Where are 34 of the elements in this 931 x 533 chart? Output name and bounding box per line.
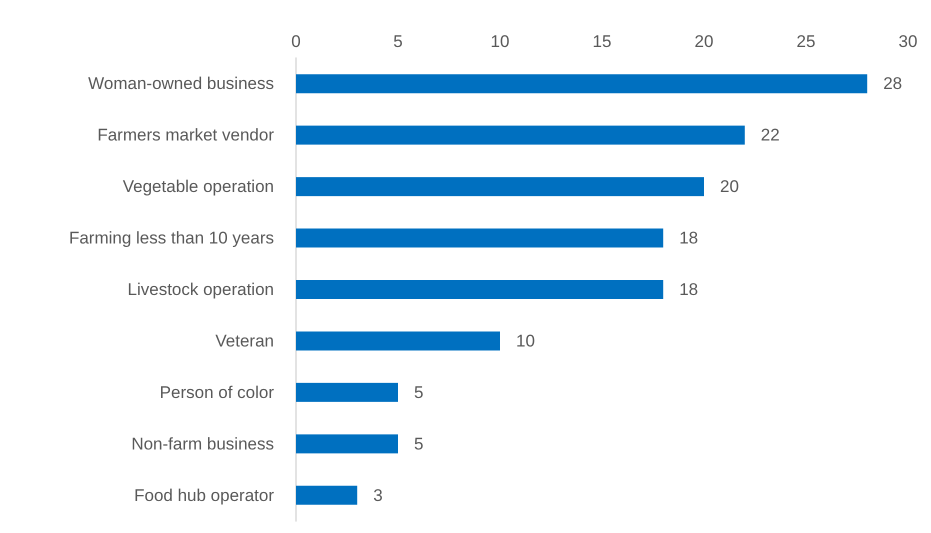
- bar: [296, 331, 500, 350]
- y-tick-label: Food hub operator: [134, 486, 274, 505]
- data-label: 22: [760, 126, 780, 145]
- bar: [296, 126, 745, 145]
- x-tick-label: 30: [898, 32, 918, 51]
- x-tick-label: 0: [291, 32, 301, 51]
- x-tick-label: 25: [796, 32, 816, 51]
- data-label: 5: [414, 382, 424, 402]
- y-tick-label: Farmers market vendor: [97, 126, 274, 145]
- data-label: 3: [373, 486, 383, 505]
- data-label: 10: [516, 331, 535, 350]
- y-tick-label: Vegetable operation: [122, 177, 274, 196]
- bar: [296, 434, 398, 454]
- data-label: 28: [883, 74, 902, 94]
- bar: [296, 382, 398, 402]
- data-label: 20: [720, 177, 739, 196]
- bar: [296, 177, 704, 196]
- bar: [296, 74, 868, 94]
- y-tick-label: Veteran: [215, 331, 274, 350]
- y-tick-label: Non-farm business: [131, 434, 274, 454]
- data-label: 18: [679, 228, 698, 248]
- y-tick-label: Woman-owned business: [88, 74, 274, 94]
- y-tick-label: Person of color: [160, 382, 274, 402]
- x-tick-label: 15: [592, 32, 612, 51]
- data-label: 5: [414, 434, 424, 454]
- bar: [296, 228, 664, 248]
- x-tick-label: 5: [393, 32, 403, 51]
- bar: [296, 486, 358, 505]
- y-tick-label: Farming less than 10 years: [68, 228, 274, 248]
- x-tick-label: 10: [490, 32, 510, 51]
- data-label: 18: [679, 280, 698, 299]
- bar: [296, 280, 664, 299]
- x-tick-label: 20: [694, 32, 714, 51]
- y-tick-label: Livestock operation: [128, 280, 274, 299]
